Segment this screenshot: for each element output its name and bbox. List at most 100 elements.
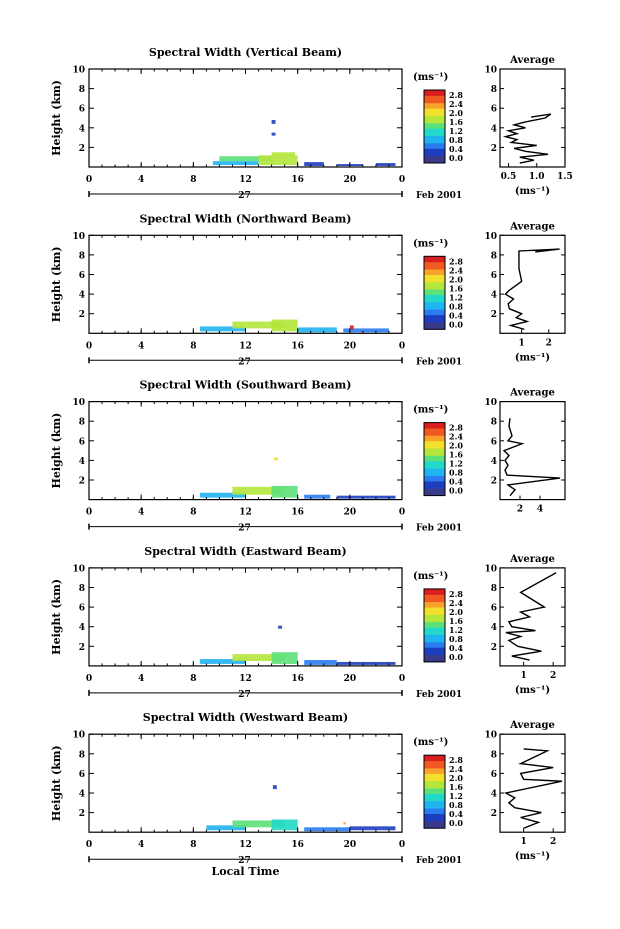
- colorbar-swatch: [424, 771, 445, 774]
- y-axis-label: Height (km): [50, 745, 63, 821]
- average-y-tick-label: 4: [491, 291, 497, 301]
- average-y-tick-label: 8: [491, 85, 497, 95]
- colorbar-frame: [423, 754, 446, 829]
- colorbar-tick-label: 0.8: [449, 301, 463, 311]
- colorbar-swatch: [424, 309, 445, 312]
- colorbar-swatch: [424, 773, 445, 776]
- heatmap-cell: [343, 328, 389, 333]
- heatmap-cells: [199, 457, 396, 499]
- x-tick-label: 0: [86, 674, 92, 684]
- panel-5: Spectral Width (Westward Beam)0 4 8 12 16 20 0…: [50, 711, 566, 878]
- colorbar-swatch: [424, 797, 445, 800]
- colorbar-swatch: [424, 813, 445, 816]
- colorbar-swatch: [424, 300, 445, 303]
- colorbar-swatch: [424, 475, 445, 478]
- colorbar-tick-label: 2.4: [449, 432, 463, 442]
- x-tick-label: 0: [399, 674, 405, 684]
- colorbar-swatch: [424, 100, 445, 104]
- colorbar-tick-label: 1.2: [449, 459, 463, 469]
- colorbar-unit: (ms⁻¹): [413, 238, 448, 249]
- colorbar-swatch: [424, 627, 445, 630]
- colorbar-swatch: [424, 826, 445, 829]
- colorbar-swatch: [424, 641, 445, 645]
- x-tick-label: 16: [291, 840, 304, 850]
- average-y-tick-label: 6: [491, 770, 497, 780]
- x-tick-label: 0: [399, 175, 405, 185]
- colorbar-swatch: [424, 764, 445, 767]
- colorbar-swatch: [424, 314, 445, 317]
- x-tick-label: 20: [344, 341, 357, 351]
- colorbar-swatch: [424, 618, 445, 621]
- heatmap-cells: [206, 785, 396, 832]
- heatmap-cell: [278, 625, 283, 629]
- colorbar-swatch: [424, 276, 445, 279]
- y-tick-label: 4: [79, 124, 85, 134]
- colorbar-swatch: [424, 457, 445, 460]
- colorbar-tick-label: 0.0: [449, 486, 463, 496]
- heatmap-cell: [219, 156, 272, 162]
- colorbar-swatch: [424, 451, 445, 455]
- colorbar-swatch: [424, 144, 445, 147]
- colorbar-swatch: [424, 312, 445, 316]
- colorbar-swatch: [424, 139, 445, 142]
- colorbar-swatch: [424, 444, 445, 447]
- y-tick-label: 2: [79, 643, 85, 653]
- colorbar-tick-label: 2.8: [449, 423, 463, 433]
- colorbar-swatch: [424, 760, 445, 763]
- colorbar-swatch: [424, 486, 445, 489]
- colorbar-swatch: [424, 817, 445, 820]
- colorbar-tick-label: 2.4: [449, 99, 463, 109]
- colorbar-swatch: [424, 437, 445, 440]
- heatmap-cells: [199, 625, 396, 665]
- y-tick-label: 2: [79, 477, 85, 487]
- colorbar-swatch: [424, 281, 445, 285]
- colorbar-swatch: [424, 272, 445, 275]
- colorbar-swatch: [424, 269, 445, 272]
- colorbar-swatch: [424, 782, 445, 785]
- colorbar-swatch: [424, 616, 445, 619]
- month-label: Feb 2001: [416, 191, 462, 201]
- y-axis-label: Height (km): [50, 80, 63, 156]
- x-tick-label: 4: [138, 175, 144, 185]
- colorbar-swatch: [424, 265, 445, 268]
- colorbar-swatch: [424, 758, 445, 762]
- colorbar-swatch: [424, 121, 445, 124]
- colorbar-swatch: [424, 809, 445, 813]
- colorbar-swatch: [424, 119, 445, 122]
- colorbar-swatch: [424, 449, 445, 453]
- colorbar-swatch: [424, 468, 445, 471]
- colorbar-tick-label: 0.4: [449, 643, 463, 653]
- colorbar-swatch: [424, 629, 445, 632]
- colorbar-swatch: [424, 619, 445, 623]
- date-label: 27: [238, 856, 251, 866]
- colorbar-swatch: [424, 811, 445, 814]
- heatmap-cell: [199, 659, 246, 664]
- heatmap-cell: [274, 457, 279, 461]
- average-x-tick-label: 1: [519, 338, 525, 348]
- colorbar-swatch: [424, 788, 445, 791]
- colorbar-swatch: [424, 283, 445, 286]
- heatmap-cells: [199, 319, 389, 333]
- colorbar-swatch: [424, 320, 445, 323]
- average-y-tick-label: 8: [491, 418, 497, 428]
- colorbar-swatch: [424, 102, 445, 105]
- month-label: Feb 2001: [416, 856, 462, 866]
- colorbar-swatch: [424, 258, 445, 261]
- colorbar-swatch: [424, 820, 445, 824]
- colorbar-tick-label: 1.2: [449, 292, 463, 302]
- x-tick-label: 0: [399, 508, 405, 518]
- colorbar-swatch: [424, 424, 445, 427]
- date-label: 27: [238, 191, 251, 201]
- colorbar-swatch: [424, 471, 445, 475]
- colorbar-tick-label: 1.6: [449, 782, 463, 792]
- colorbar: 2.82.42.01.61.20.80.40.0: [423, 89, 463, 164]
- colorbar-swatch: [424, 422, 445, 425]
- colorbar-tick-label: 2.0: [449, 274, 463, 284]
- colorbar-swatch: [424, 316, 445, 319]
- colorbar-unit: (ms⁻¹): [413, 72, 448, 83]
- colorbar-tick-label: 0.0: [449, 818, 463, 828]
- colorbar-swatch: [424, 767, 445, 771]
- colorbar-swatch: [424, 784, 445, 787]
- average-y-tick-label: 6: [491, 437, 497, 447]
- colorbar-swatch: [424, 652, 445, 655]
